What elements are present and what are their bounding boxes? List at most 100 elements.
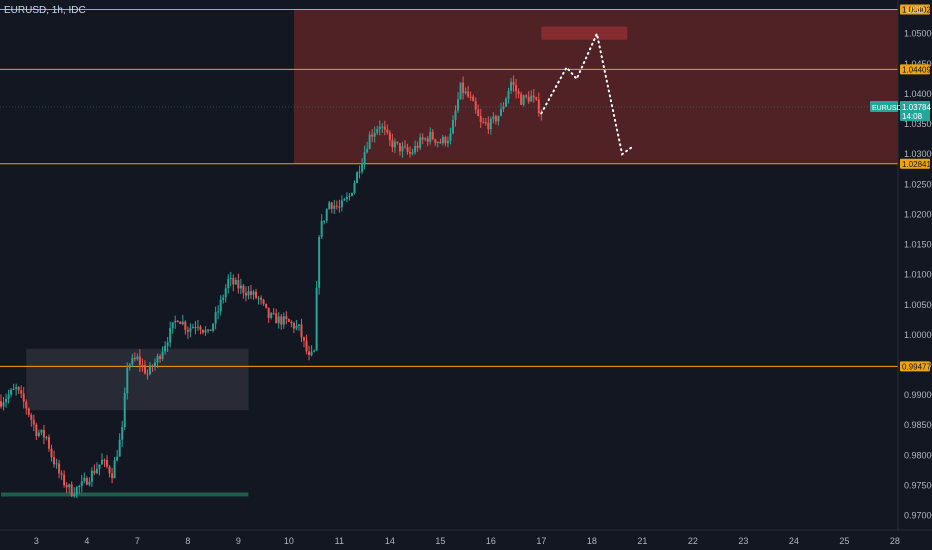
candle-body bbox=[411, 152, 414, 154]
candle-body bbox=[217, 311, 220, 313]
candle-body bbox=[535, 97, 538, 100]
candle-body bbox=[348, 195, 351, 197]
candle-body bbox=[409, 151, 412, 154]
candle-body bbox=[85, 477, 88, 485]
candle-body bbox=[80, 481, 83, 486]
time-axis[interactable] bbox=[0, 530, 932, 550]
candle-body bbox=[70, 484, 73, 497]
candle-body bbox=[436, 141, 439, 143]
candle-body bbox=[467, 91, 470, 97]
candle-body bbox=[128, 364, 131, 368]
candle-body bbox=[154, 362, 157, 368]
candle-body bbox=[373, 132, 376, 137]
candle-body bbox=[381, 126, 384, 128]
candle-body bbox=[401, 146, 404, 152]
candle-body bbox=[179, 321, 182, 325]
candle-body bbox=[441, 136, 444, 144]
level-badge-label: 1.02841 bbox=[902, 160, 931, 169]
candle-body bbox=[479, 115, 482, 122]
candle-body bbox=[287, 319, 290, 322]
price-axis[interactable] bbox=[898, 0, 932, 550]
candle-body bbox=[113, 460, 116, 479]
candle-body bbox=[204, 330, 207, 333]
candle-body bbox=[184, 321, 187, 330]
candle-body bbox=[391, 139, 394, 148]
candle-body bbox=[472, 96, 475, 102]
candle-body bbox=[280, 316, 283, 325]
candle-body bbox=[388, 132, 391, 140]
candle-body bbox=[55, 463, 58, 465]
y-tick-label: 0.97000 bbox=[904, 511, 932, 521]
candle-body bbox=[0, 401, 2, 407]
candle-body bbox=[282, 316, 285, 325]
candle-body bbox=[143, 365, 146, 374]
candle-body bbox=[335, 205, 338, 207]
candle-body bbox=[42, 429, 45, 438]
candle-body bbox=[75, 487, 78, 495]
candle-body bbox=[303, 337, 305, 341]
candle-body bbox=[459, 82, 462, 100]
support-line[interactable] bbox=[1, 492, 249, 497]
candle-body bbox=[209, 329, 212, 331]
candle-body bbox=[300, 324, 303, 338]
candle-body bbox=[451, 120, 454, 134]
target-zone[interactable] bbox=[541, 26, 628, 40]
candle-body bbox=[414, 145, 417, 153]
candle-body bbox=[426, 138, 429, 142]
x-tick-label: 4 bbox=[84, 536, 89, 546]
candle-body bbox=[494, 116, 497, 122]
candle-body bbox=[50, 448, 53, 458]
candle-body bbox=[53, 457, 56, 465]
candle-body bbox=[290, 321, 293, 324]
candle-body bbox=[202, 329, 204, 333]
candle-body bbox=[60, 473, 63, 475]
candle-body bbox=[275, 313, 278, 324]
candle-body bbox=[386, 129, 389, 133]
level-badge bbox=[900, 361, 930, 372]
x-tick-label: 14 bbox=[385, 536, 395, 546]
candle-body bbox=[270, 313, 273, 318]
candle-body bbox=[111, 473, 114, 479]
candle-body bbox=[141, 364, 144, 366]
candle-body bbox=[232, 277, 235, 285]
candle-body bbox=[512, 81, 515, 86]
candle-body bbox=[35, 424, 38, 437]
candle-body bbox=[444, 136, 447, 144]
candle-body bbox=[255, 291, 258, 298]
candle-body bbox=[404, 146, 406, 148]
candle-body bbox=[164, 346, 167, 352]
candle-body bbox=[93, 470, 96, 474]
level-badge-label: 0.99477 bbox=[902, 362, 931, 371]
x-tick-label: 8 bbox=[185, 536, 190, 546]
x-tick-label: 15 bbox=[435, 536, 445, 546]
candle-body bbox=[247, 291, 250, 296]
candle-body bbox=[126, 367, 129, 394]
y-tick-label: 1.03000 bbox=[904, 149, 932, 159]
candle-body bbox=[484, 122, 487, 124]
candle-body bbox=[477, 109, 480, 116]
candle-body bbox=[138, 356, 141, 365]
candle-body bbox=[356, 172, 359, 183]
y-tick-label: 1.05000 bbox=[904, 29, 932, 39]
x-tick-label: 3 bbox=[34, 536, 39, 546]
candle-body bbox=[7, 394, 10, 399]
candle-body bbox=[98, 464, 101, 469]
level-badge bbox=[900, 4, 930, 15]
candle-body bbox=[95, 468, 98, 474]
candle-body bbox=[227, 278, 230, 289]
candle-body bbox=[297, 324, 300, 326]
candle-body bbox=[446, 140, 449, 144]
x-tick-label: 23 bbox=[738, 536, 748, 546]
candle-body bbox=[239, 285, 242, 289]
x-tick-label: 24 bbox=[789, 536, 799, 546]
x-tick-label: 25 bbox=[839, 536, 849, 546]
candle-body bbox=[318, 237, 321, 288]
y-tick-label: 1.00500 bbox=[904, 300, 932, 310]
candle-body bbox=[196, 326, 199, 328]
candle-body bbox=[454, 110, 457, 121]
x-tick-label: 18 bbox=[587, 536, 597, 546]
symbol-header[interactable]: EURUSD, 1h, IDC bbox=[4, 5, 86, 16]
